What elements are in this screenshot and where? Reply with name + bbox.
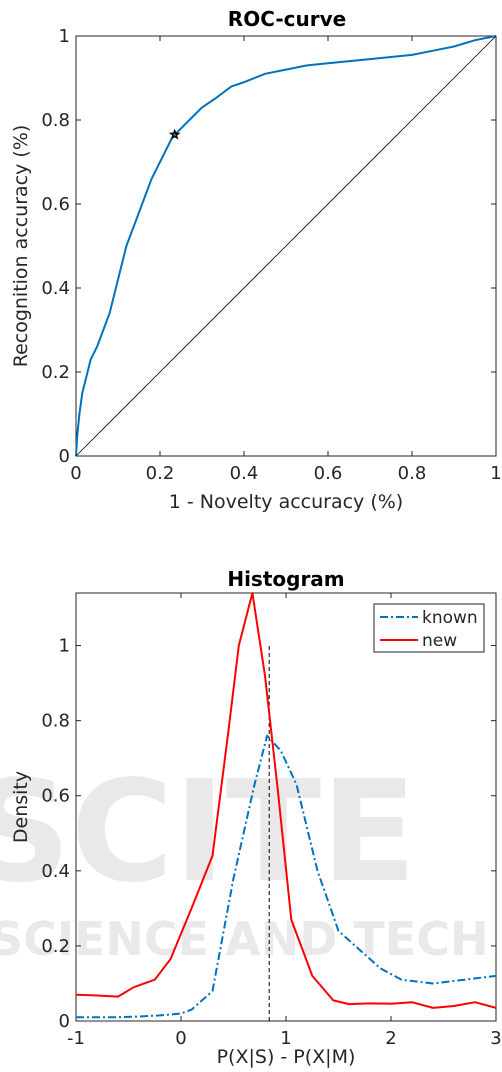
legend-label-known: known xyxy=(422,608,478,628)
roc-y-tick-label: 0.2 xyxy=(41,362,70,383)
roc-y-tick-label: 1 xyxy=(59,26,70,47)
roc-x-tick-label: 0 xyxy=(70,463,81,484)
histogram-x-tick-label: 2 xyxy=(385,1028,396,1049)
roc-x-tick-label: 0.2 xyxy=(146,463,175,484)
roc-y-tick-label: 0.8 xyxy=(41,110,70,131)
roc-operating-point-marker xyxy=(168,128,181,140)
histogram-x-tick-label: 1 xyxy=(280,1028,291,1049)
histogram-series-group xyxy=(75,592,497,1021)
legend-label-new: new xyxy=(422,631,457,651)
roc-x-tick-label: 1 xyxy=(490,463,501,484)
histogram-series-known-line xyxy=(76,734,497,1019)
histogram-x-tick-label: 0 xyxy=(175,1028,186,1049)
histogram-y-tick-label: 0.4 xyxy=(41,861,70,882)
histogram-x-tick-label: -1 xyxy=(67,1028,85,1049)
histogram-chart: Histogram -1 0 1 2 300.20.40.60.81 known new… xyxy=(10,567,502,1068)
roc-series-group xyxy=(75,35,497,457)
legend-box xyxy=(373,603,485,653)
roc-x-tick-label: 0.4 xyxy=(230,463,259,484)
roc-ticks: 0 0.2 0.4 0.6 0.8 1 0 0.2 0.4 0.6 0.8 1 xyxy=(41,26,501,484)
histogram-legend: known new xyxy=(373,603,485,653)
histogram-y-tick-label: 0.6 xyxy=(41,786,70,807)
roc-y-axis-label: Recognition accuracy (%) xyxy=(10,125,32,368)
roc-y-tick-label: 0 xyxy=(59,446,70,467)
roc-chart: ROC-curve 0 0.2 0.4 0.6 0.8 1 0 0.2 0.4 0.6 0.8 1 1… xyxy=(10,7,502,513)
roc-series-curve-line xyxy=(75,35,497,457)
histogram-ticks: -1 0 1 2 300.20.40.60.81 xyxy=(41,593,502,1049)
roc-title: ROC-curve xyxy=(228,7,346,31)
histogram-y-tick-label: 1 xyxy=(59,636,70,657)
roc-x-tick-label: 0.8 xyxy=(398,463,427,484)
histogram-title: Histogram xyxy=(227,567,344,591)
roc-axes-box xyxy=(75,35,497,457)
histogram-x-axis-label: P(X|S) - P(X|M) xyxy=(217,1046,356,1068)
watermark-text-line2: SCIENCE AND TECH xyxy=(0,912,488,966)
histogram-y-axis-label: Density xyxy=(10,771,32,843)
histogram-y-tick-label: 0 xyxy=(59,1011,70,1032)
roc-y-tick-label: 0.4 xyxy=(41,278,70,299)
watermark-text-line1: SCITE xyxy=(0,751,417,914)
histogram-series-new-line xyxy=(75,592,497,1009)
histogram-y-tick-label: 0.8 xyxy=(41,711,70,732)
roc-x-axis-label: 1 - Novelty accuracy (%) xyxy=(169,491,403,513)
roc-series-diagonal-line xyxy=(75,35,497,457)
watermark: SCITE SCIENCE AND TECH xyxy=(0,751,488,966)
roc-y-tick-label: 0.6 xyxy=(41,194,70,215)
histogram-x-tick-label: 3 xyxy=(490,1028,501,1049)
histogram-y-tick-label: 0.2 xyxy=(41,936,70,957)
roc-x-tick-label: 0.6 xyxy=(314,463,343,484)
